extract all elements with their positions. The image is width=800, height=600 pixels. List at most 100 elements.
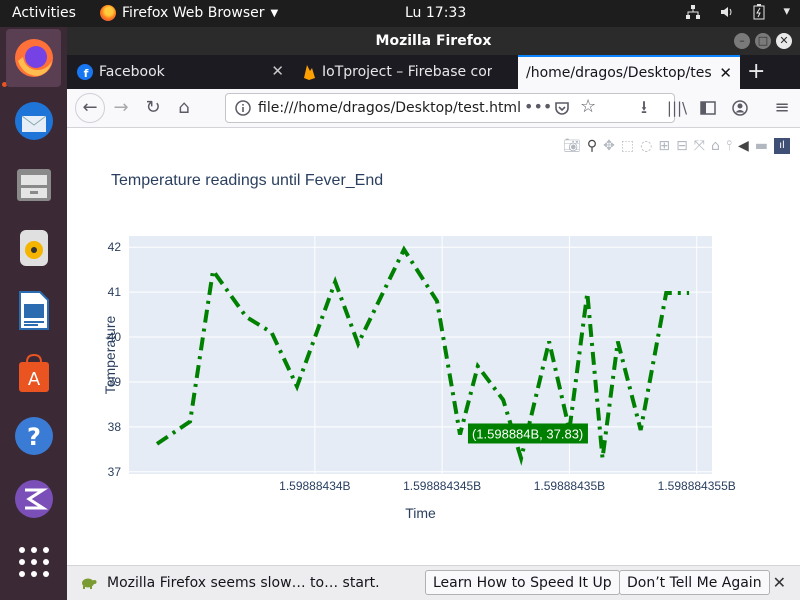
- reset-axes-icon[interactable]: ⌂: [711, 138, 720, 154]
- sidebar-icon[interactable]: [700, 101, 716, 115]
- hover-closest-icon[interactable]: ◀: [737, 138, 749, 154]
- x-axis-ticks: 1.59888434B 1.598884345B 1.59888435B 1.5988…: [279, 479, 736, 493]
- back-button[interactable]: ←: [75, 93, 105, 123]
- tab-test-html[interactable]: /home/dragos/Desktop/test ✕: [518, 55, 740, 89]
- autoscale-icon[interactable]: ⤧: [693, 138, 705, 154]
- y-tick-label: 37: [108, 465, 122, 479]
- tab-iotproject[interactable]: IoTproject – Firebase cor: [294, 55, 516, 89]
- chart[interactable]: 1.59888434B 1.598884345B 1.59888435B 1.5988…: [67, 128, 800, 565]
- y-tick-label: 38: [108, 420, 122, 434]
- hover-compare-icon[interactable]: ▬: [754, 138, 768, 154]
- dock: A ?: [0, 27, 67, 600]
- info-icon: [235, 100, 251, 116]
- window-title: Mozilla Firefox: [375, 33, 492, 49]
- firefox-icon: [100, 5, 116, 21]
- app-grid-icon: [18, 547, 49, 577]
- system-tray[interactable]: ▾: [685, 4, 790, 20]
- thunderbird-icon: [14, 102, 53, 140]
- chart-title: Temperature readings until Fever_End: [111, 172, 384, 189]
- close-notification-icon[interactable]: ✕: [772, 573, 786, 592]
- emacs-icon: [14, 480, 53, 518]
- x-tick-label: 1.59888435B: [534, 479, 605, 493]
- spike-lines-icon[interactable]: ⫯: [725, 138, 732, 154]
- url-bar[interactable]: file:///home/dragos/Desktop/test.html ••…: [225, 93, 675, 123]
- tab-label: /home/dragos/Desktop/test: [526, 65, 711, 81]
- maximize-button[interactable]: □: [755, 33, 771, 49]
- camera-icon[interactable]: 📷︎: [563, 138, 581, 154]
- y-tick-label: 39: [108, 375, 122, 389]
- dock-files[interactable]: [6, 155, 61, 213]
- plotly-logo-icon[interactable]: ıl: [774, 138, 790, 154]
- show-applications-button[interactable]: [6, 533, 61, 591]
- y-axis-label: Temperature: [102, 315, 118, 394]
- page-content: 📷︎ ⚲ ✥ ⬚ ◌ ⊞ ⊟ ⤧ ⌂ ⫯ ◀ ▬ ıl Temperature …: [67, 128, 800, 565]
- x-tick-label: 1.598884355B: [658, 479, 736, 493]
- firebase-icon: [304, 65, 315, 80]
- series-line[interactable]: [155, 245, 690, 466]
- reload-button[interactable]: ↻: [145, 97, 161, 118]
- close-tab-icon[interactable]: ✕: [271, 62, 284, 80]
- chevron-down-icon: ▼: [270, 7, 279, 19]
- app-menu[interactable]: Firefox Web Browser ▼: [100, 5, 278, 21]
- svg-text:f: f: [84, 67, 89, 80]
- url-text[interactable]: file:///home/dragos/Desktop/test.html: [258, 100, 521, 116]
- y-tick-label: 40: [108, 330, 122, 344]
- firefox-icon: [14, 39, 53, 77]
- software-center-icon: A: [18, 353, 49, 392]
- svg-text:?: ?: [27, 423, 41, 451]
- clock[interactable]: Lu 17:33: [405, 5, 467, 21]
- app-menu-label: Firefox Web Browser: [122, 5, 265, 21]
- volume-icon: [721, 7, 732, 17]
- activities-button[interactable]: Activities: [12, 5, 76, 21]
- dock-help[interactable]: ?: [6, 407, 61, 465]
- pan-icon[interactable]: ✥: [603, 138, 615, 154]
- svg-text:A: A: [27, 369, 40, 390]
- window-title-bar[interactable]: Mozilla Firefox – □ ✕: [67, 27, 800, 55]
- notification-bar: Mozilla Firefox seems slow… to… start. L…: [67, 565, 800, 600]
- rhythmbox-icon: [19, 230, 48, 266]
- hover-label-box: [467, 423, 588, 444]
- dock-firefox[interactable]: [6, 29, 61, 87]
- downloads-icon[interactable]: ⭳: [640, 97, 648, 118]
- pocket-icon[interactable]: [554, 100, 570, 116]
- zoom-out-icon[interactable]: ⊟: [676, 138, 688, 154]
- hamburger-menu-icon[interactable]: ≡: [774, 97, 790, 118]
- box-select-icon[interactable]: ⬚: [620, 138, 635, 154]
- dont-tell-again-button[interactable]: Don’t Tell Me Again: [619, 570, 770, 595]
- learn-speed-up-button[interactable]: Learn How to Speed It Up: [425, 570, 620, 595]
- y-tick-label: 42: [108, 240, 122, 254]
- hover-tooltip: (1.598884B, 37.83): [467, 423, 588, 444]
- dock-rhythmbox[interactable]: [6, 218, 61, 276]
- home-button[interactable]: ⌂: [178, 97, 190, 118]
- files-icon: [16, 169, 51, 201]
- dock-software-center[interactable]: A: [6, 344, 61, 402]
- tab-label: Facebook: [99, 64, 165, 80]
- dock-thunderbird[interactable]: [6, 92, 61, 150]
- x-tick-label: 1.59888434B: [279, 479, 350, 493]
- running-indicator: [2, 82, 7, 87]
- page-actions-icon[interactable]: •••: [524, 97, 553, 116]
- library-icon[interactable]: |||\: [666, 99, 688, 117]
- window-controls: – □ ✕: [734, 33, 792, 49]
- close-button[interactable]: ✕: [776, 33, 792, 49]
- y-axis-ticks: 37 38 39 40 41 42: [108, 240, 122, 479]
- zoom-icon[interactable]: ⚲: [586, 138, 598, 154]
- libreoffice-writer-icon: [18, 291, 49, 330]
- bookmark-star-icon[interactable]: ☆: [580, 96, 597, 117]
- dock-libreoffice-writer[interactable]: [6, 281, 61, 339]
- tab-facebook[interactable]: f Facebook ✕: [67, 55, 292, 89]
- dock-emacs[interactable]: [6, 470, 61, 528]
- zoom-in-icon[interactable]: ⊞: [658, 138, 671, 154]
- close-tab-icon[interactable]: ✕: [719, 64, 732, 82]
- battery-icon: [753, 4, 765, 20]
- minimize-button[interactable]: –: [734, 33, 750, 49]
- facebook-icon: f: [77, 64, 93, 80]
- power-menu-caret: ▾: [783, 4, 790, 19]
- plotly-modebar: 📷︎ ⚲ ✥ ⬚ ◌ ⊞ ⊟ ⤧ ⌂ ⫯ ◀ ▬ ıl: [563, 138, 790, 154]
- new-tab-button[interactable]: +: [747, 59, 766, 84]
- notification-text: Mozilla Firefox seems slow… to… start.: [107, 575, 380, 591]
- account-icon[interactable]: [732, 100, 748, 116]
- navigation-toolbar: ← → ↻ ⌂ file:///home/dragos/Desktop/test…: [67, 89, 800, 128]
- forward-button[interactable]: →: [113, 97, 129, 118]
- lasso-select-icon[interactable]: ◌: [640, 138, 653, 154]
